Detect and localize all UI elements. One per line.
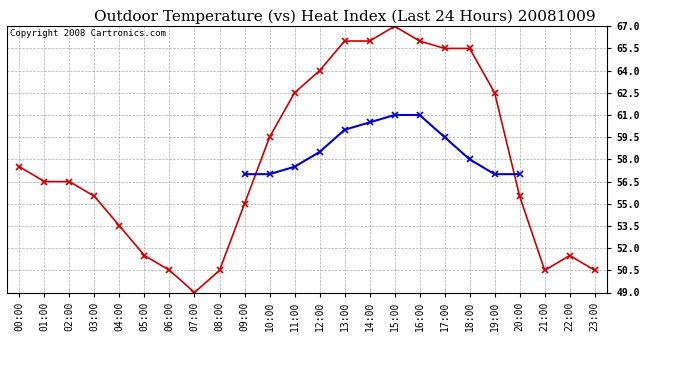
Text: Outdoor Temperature (vs) Heat Index (Last 24 Hours) 20081009: Outdoor Temperature (vs) Heat Index (Las… bbox=[95, 9, 595, 24]
Text: Copyright 2008 Cartronics.com: Copyright 2008 Cartronics.com bbox=[10, 29, 166, 38]
